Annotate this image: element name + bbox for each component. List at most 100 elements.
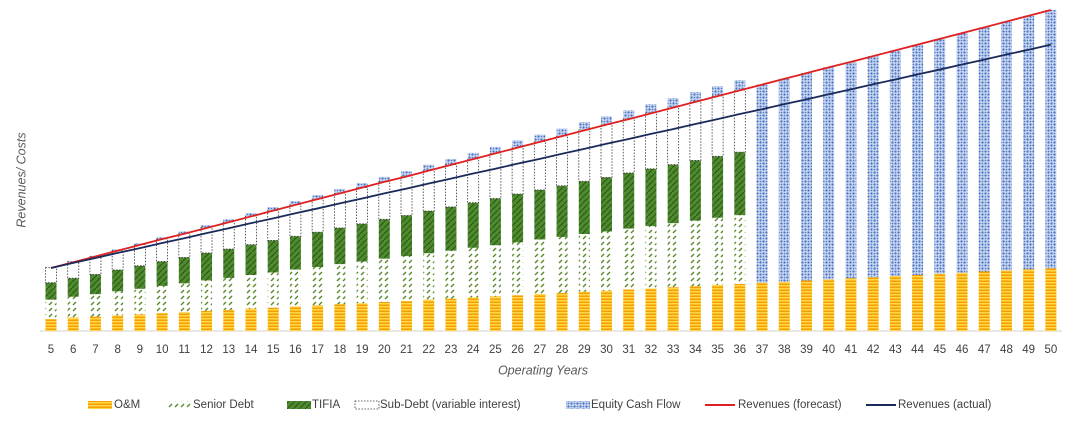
bar-segment (245, 215, 257, 246)
bar-segment (312, 232, 324, 267)
bar-segment (178, 257, 190, 284)
bar-segment (467, 297, 479, 331)
bar-segment (334, 227, 346, 265)
legend-swatch (168, 401, 192, 409)
x-tick-label: 18 (333, 344, 346, 356)
bar-segment (578, 181, 590, 235)
bar-segment (334, 304, 346, 331)
legend-swatch (287, 401, 311, 409)
bar-segment (1045, 268, 1057, 331)
x-tick-label: 37 (756, 344, 769, 356)
bar-segment (978, 271, 990, 331)
bar-segment (45, 318, 57, 331)
bar-segment (623, 289, 635, 331)
bar-segment (601, 177, 612, 232)
bar-segment (1023, 15, 1035, 270)
bar-segment (156, 237, 168, 239)
bar-segment (601, 116, 612, 125)
bar-segment (312, 305, 324, 331)
bar-segment (423, 211, 435, 254)
bar-segment (601, 290, 612, 331)
bar-segment (623, 172, 635, 229)
bar-segment (489, 245, 501, 297)
x-tick-label: 40 (822, 344, 835, 356)
x-tick-label: 32 (645, 344, 658, 356)
bar-segment (556, 185, 568, 237)
bar-segment (445, 158, 457, 165)
bar-segment (356, 303, 368, 331)
legend-swatch (566, 401, 590, 409)
x-tick-label: 49 (1022, 344, 1035, 356)
bar-segment (489, 198, 501, 246)
bar-segment (645, 168, 657, 227)
bar-segment (245, 244, 257, 275)
x-tick-label: 29 (578, 344, 591, 356)
bar-segment (600, 123, 613, 178)
bar-segment (267, 307, 279, 331)
x-tick-label: 13 (222, 344, 235, 356)
bar-segment (667, 164, 679, 224)
bar-segment (267, 240, 279, 273)
bar-segment (778, 281, 790, 331)
x-tick-label: 30 (600, 344, 613, 356)
legend-label: TIFIA (312, 399, 340, 411)
x-tick-label: 11 (178, 344, 190, 356)
x-tick-label: 41 (845, 344, 858, 356)
x-tick-label: 10 (156, 344, 169, 356)
bar-segment (333, 192, 346, 229)
bar-segment (245, 275, 257, 309)
bar-segment (489, 296, 501, 331)
x-tick-label: 38 (778, 344, 791, 356)
x-axis-title: Operating Years (498, 363, 588, 377)
bar-segment (289, 306, 301, 331)
bar-segment (534, 189, 546, 240)
x-tick-label: 35 (711, 344, 724, 356)
bar-segment (201, 225, 213, 228)
bar-segment (223, 249, 235, 278)
legend-label: Revenues (actual) (898, 399, 991, 411)
bar-segment (712, 284, 724, 331)
bar-segment (512, 295, 524, 331)
bar-segment (800, 73, 812, 281)
bar-segment (356, 183, 368, 188)
bar-segment (445, 164, 457, 208)
bar-segment (378, 301, 390, 331)
bar-segment (178, 232, 191, 258)
x-tick-label: 48 (1000, 344, 1013, 356)
bar-segment (67, 278, 79, 297)
bar-segment (467, 247, 479, 298)
bar-segment (623, 228, 635, 290)
revenue-line (50, 9, 1052, 269)
x-tick-label: 44 (911, 344, 924, 356)
bar-segment (267, 209, 280, 241)
bar-segment (733, 89, 746, 153)
bar-segment (1000, 270, 1012, 331)
bar-segment (467, 158, 480, 204)
bar-segment (778, 78, 790, 282)
bar-segment (89, 294, 101, 317)
bar-segment (200, 226, 213, 254)
bar-segment (756, 84, 768, 283)
bar-segment (534, 134, 546, 142)
bar-segment (89, 256, 102, 275)
bar-segment (334, 188, 346, 194)
bar-segment (667, 287, 679, 331)
bar-segment (889, 50, 901, 276)
bar-segment (289, 236, 301, 270)
x-tick-label: 46 (956, 344, 969, 356)
bar-segment (134, 314, 146, 331)
bar-segment (689, 100, 702, 161)
x-tick-label: 28 (556, 344, 569, 356)
bar-segment (223, 219, 235, 222)
bar-segment (601, 231, 612, 291)
bar-segment (845, 61, 857, 279)
bar-segment (289, 201, 301, 205)
bar-segment (645, 288, 657, 331)
legend-label: Equity Cash Flow (591, 399, 681, 411)
bar-segment (112, 269, 124, 292)
bar-segment (512, 242, 524, 296)
bar-segment (445, 298, 457, 331)
bar-segment (401, 300, 413, 331)
bar-segment (312, 267, 324, 306)
x-tick-label: 17 (311, 344, 324, 356)
